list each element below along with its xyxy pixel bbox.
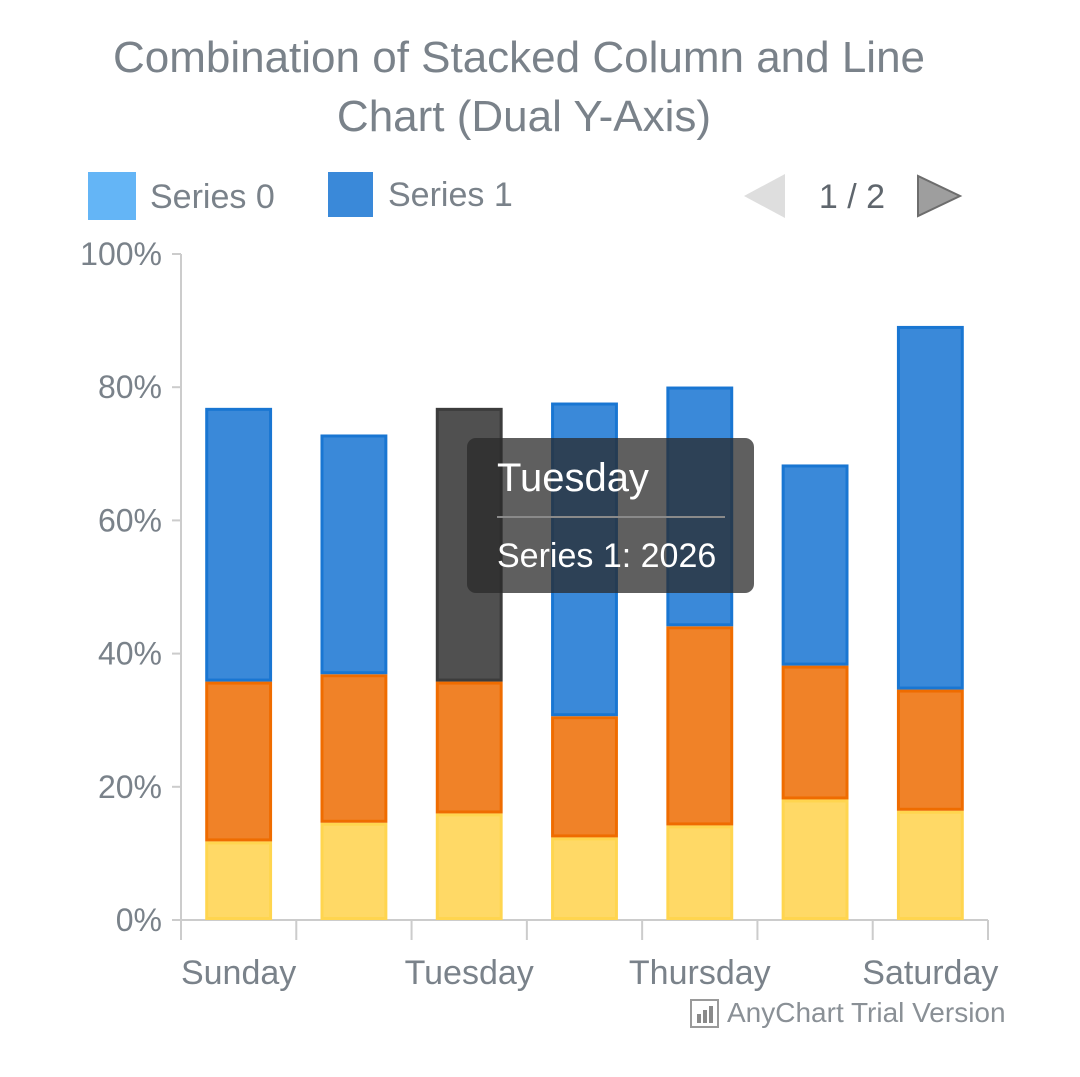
pager-text: 1 / 2: [819, 178, 885, 216]
legend-label-series-0: Series 0: [150, 178, 275, 216]
chart-title-line-1: Combination of Stacked Column and Line: [113, 33, 925, 82]
bar-tuesday-series-0[interactable]: [435, 813, 503, 920]
bar-monday-series-1[interactable]: [320, 674, 388, 823]
y-tick-label: 0%: [116, 902, 162, 938]
bars: [205, 325, 964, 921]
bar-sunday-series-0[interactable]: [205, 841, 273, 920]
bar-sunday-series-1[interactable]: [205, 681, 273, 842]
bar-saturday-series-0[interactable]: [896, 810, 964, 920]
bar-thursday-series-0[interactable]: [666, 825, 734, 920]
y-tick-label: 100%: [80, 236, 162, 272]
pager-next-arrow-icon[interactable]: [917, 174, 963, 218]
x-tick-label: Thursday: [629, 954, 771, 992]
tooltip-body: Series 1: 2026: [497, 537, 716, 575]
anychart-logo-icon: [690, 999, 719, 1028]
bar-saturday-series-1[interactable]: [896, 689, 964, 811]
credit[interactable]: AnyChart Trial Version: [690, 997, 1006, 1028]
bar-wednesday-series-1[interactable]: [551, 716, 618, 838]
legend-swatch-series-1: [328, 172, 373, 217]
y-tick-label: 20%: [98, 769, 162, 805]
bar-monday-series-0[interactable]: [320, 822, 388, 920]
bar-thursday-series-1[interactable]: [666, 626, 734, 826]
bar-friday-series-1[interactable]: [781, 665, 849, 800]
tooltip-box: [467, 438, 754, 593]
legend-item-series-1[interactable]: Series 1: [328, 172, 513, 217]
legend: Series 0 Series 1 1 / 2: [88, 172, 963, 220]
bar-sunday-series-2[interactable]: [205, 407, 273, 682]
pager-prev-arrow-icon[interactable]: [744, 174, 785, 218]
x-tick-label: Tuesday: [405, 954, 534, 992]
x-axis: Sunday Tuesday Thursday Saturday: [180, 919, 998, 992]
bar-friday-series-0[interactable]: [781, 799, 849, 920]
legend-label-series-1: Series 1: [388, 176, 513, 214]
chart-title-line-2: Chart (Dual Y-Axis): [337, 92, 711, 141]
bar-saturday-series-2[interactable]: [896, 325, 964, 690]
y-axis: 0% 20% 40% 60% 80% 100%: [80, 236, 182, 938]
x-tick-label: Sunday: [181, 954, 296, 992]
bar-monday-series-2[interactable]: [320, 434, 388, 675]
y-tick-label: 60%: [98, 502, 162, 538]
credit-text: AnyChart Trial Version: [727, 997, 1006, 1028]
legend-swatch-series-0: [88, 172, 136, 220]
bar-wednesday-series-0[interactable]: [551, 837, 618, 921]
tooltip-title: Tuesday: [497, 456, 649, 500]
x-tick-label: Saturday: [862, 954, 998, 992]
bar-friday-series-2[interactable]: [781, 464, 849, 666]
bar-tuesday-series-1[interactable]: [435, 681, 503, 814]
legend-pager: 1 / 2: [744, 174, 963, 218]
legend-item-series-0[interactable]: Series 0: [88, 172, 275, 220]
tooltip: Tuesday Series 1: 2026: [467, 438, 754, 593]
y-tick-label: 40%: [98, 636, 162, 672]
y-tick-label: 80%: [98, 369, 162, 405]
